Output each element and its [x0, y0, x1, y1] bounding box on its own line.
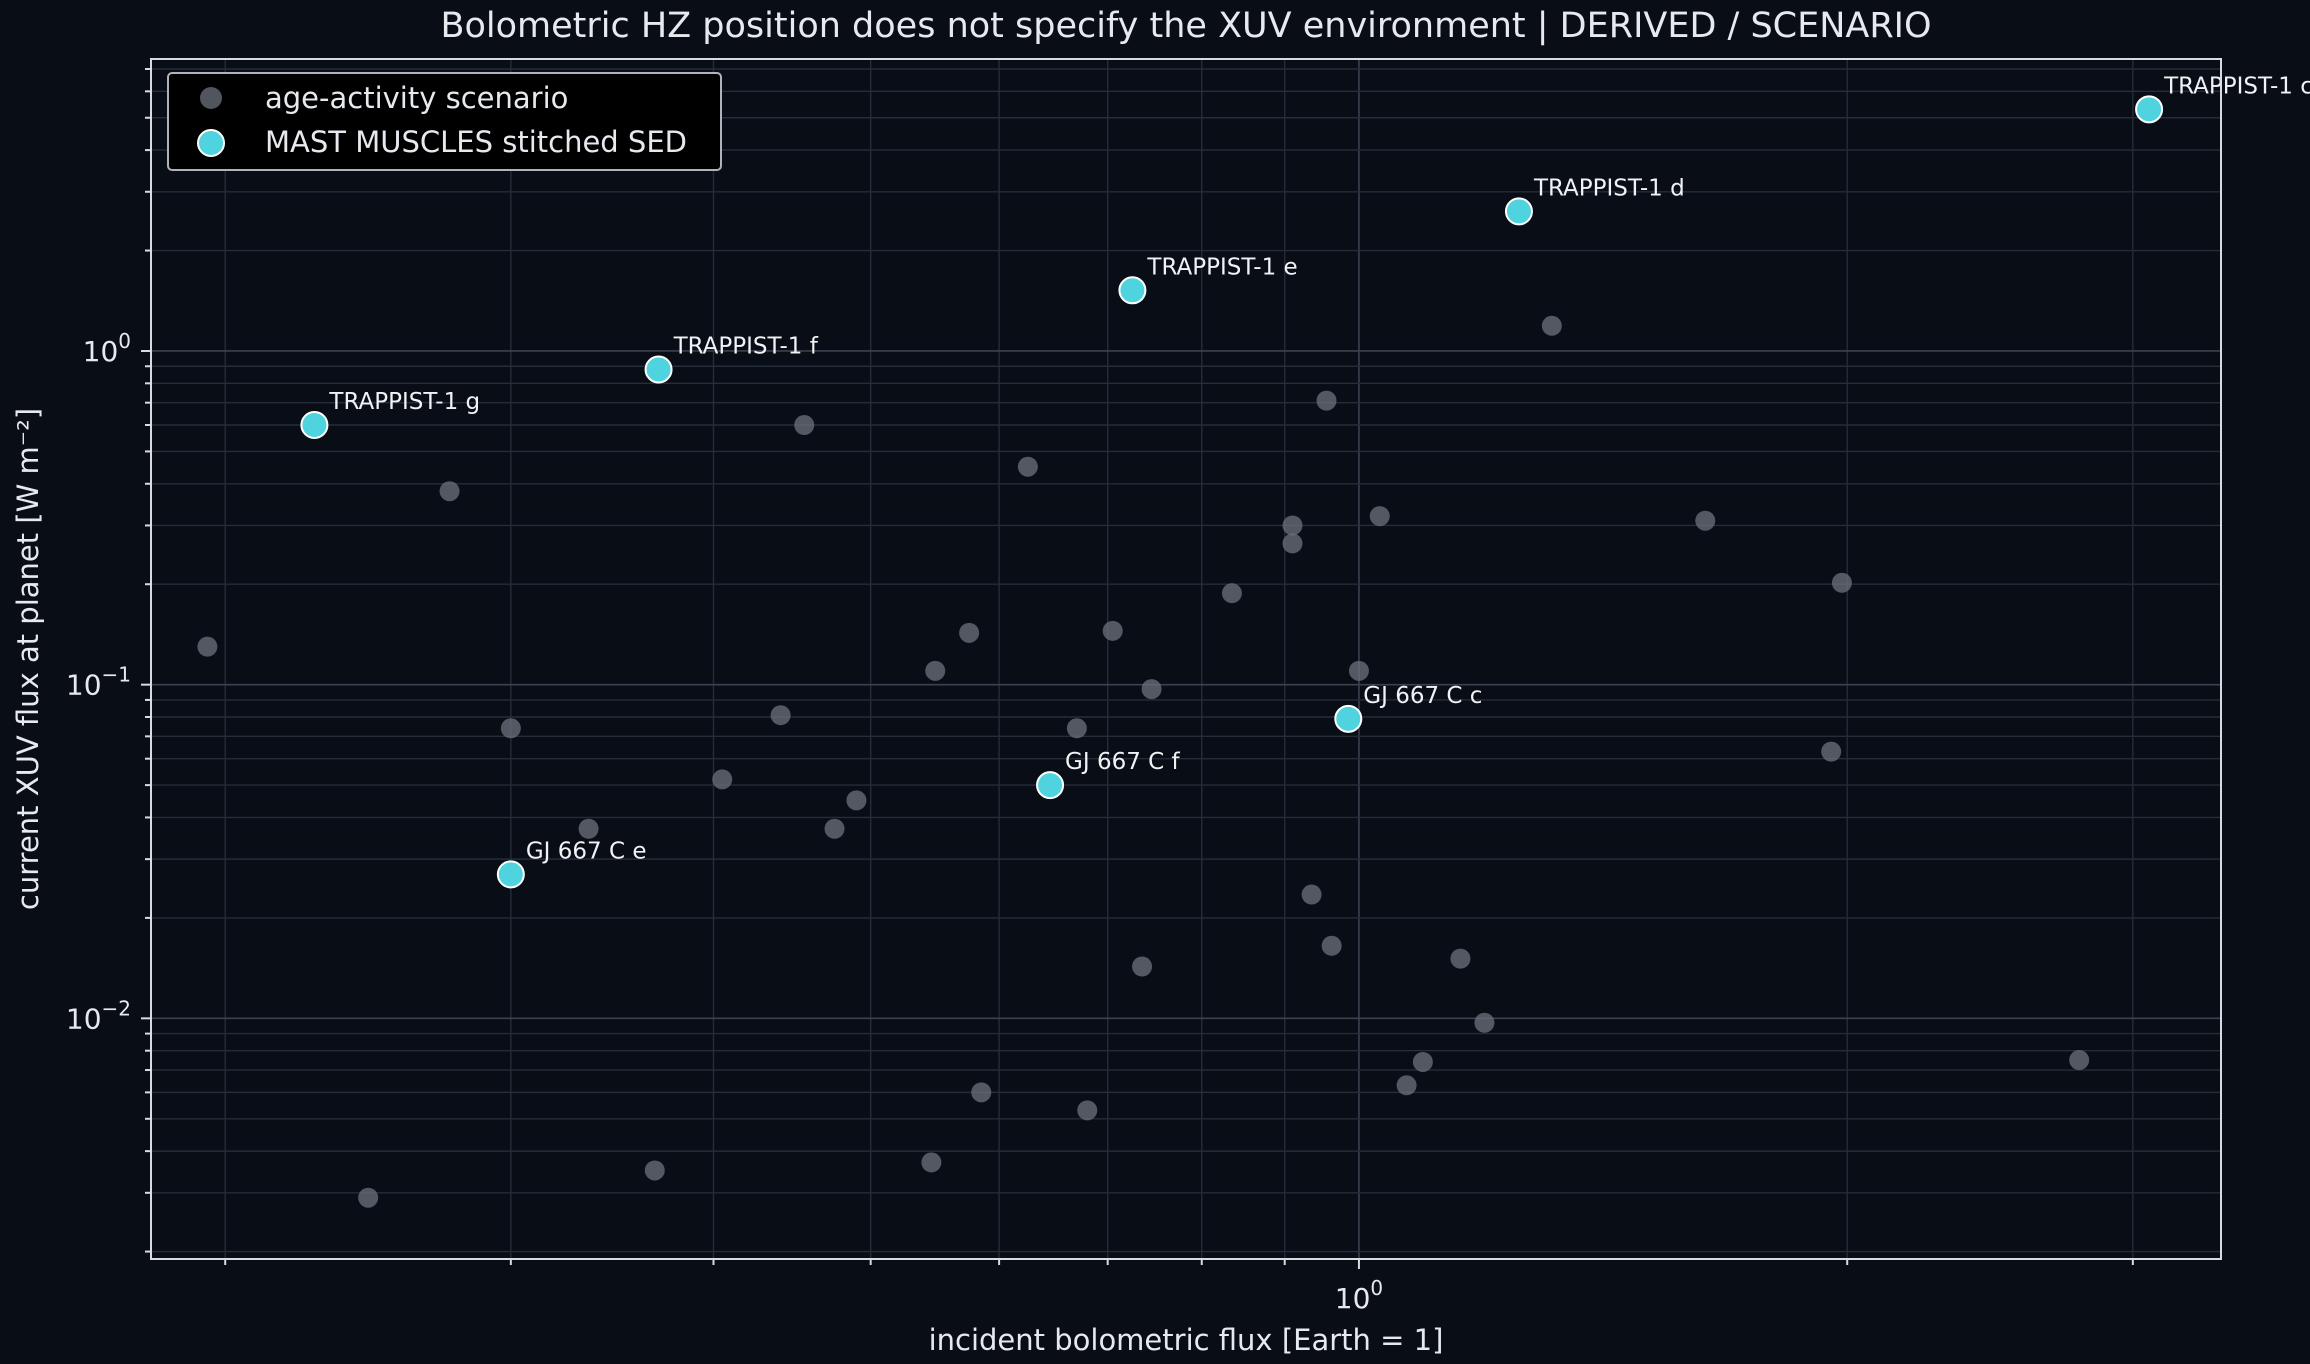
- grid-lines: [151, 59, 2221, 1259]
- scenario-point: [500, 718, 521, 739]
- muscles-point: [1118, 276, 1147, 305]
- scenario-point: [1369, 506, 1390, 527]
- point-label: GJ 667 C f: [1065, 749, 1180, 775]
- scenario-point: [578, 818, 599, 839]
- muscles-point: [1036, 771, 1065, 800]
- y-tick-label: 100: [83, 329, 131, 368]
- muscles-point: [300, 411, 329, 440]
- muscles-point: [2135, 95, 2164, 124]
- scenario-point: [1301, 884, 1322, 905]
- scenario-point: [1221, 583, 1242, 604]
- y-axis-label: current XUV flux at planet [W m⁻²]: [11, 408, 45, 910]
- point-label: TRAPPIST-1 d: [1533, 175, 1685, 201]
- legend-marker-muscles: [197, 129, 225, 157]
- muscles-point: [644, 355, 673, 384]
- scenario-point: [1695, 510, 1716, 531]
- scenario-point: [1321, 935, 1342, 956]
- scenario-point: [971, 1082, 992, 1103]
- scenario-point: [846, 790, 867, 811]
- scenario-point: [1396, 1075, 1417, 1096]
- scenario-point: [1450, 948, 1471, 969]
- scenario-point: [197, 636, 218, 657]
- legend-label-muscles: MAST MUSCLES stitched SED: [265, 125, 687, 159]
- scenario-point: [1348, 660, 1369, 681]
- scenario-point: [1474, 1012, 1495, 1033]
- scenario-point: [1077, 1100, 1098, 1121]
- chart-title: Bolometric HZ position does not specify …: [440, 6, 1931, 46]
- x-tick-label: 100: [1335, 1276, 1383, 1315]
- scenario-point: [2069, 1050, 2090, 1071]
- scenario-point: [1102, 620, 1123, 641]
- scenario-point: [1132, 956, 1153, 977]
- scenario-point: [712, 769, 733, 790]
- scenario-point: [1316, 390, 1337, 411]
- scenario-point: [439, 481, 460, 502]
- y-tick-label: 10−2: [66, 996, 131, 1035]
- scenario-point: [1141, 679, 1162, 700]
- muscles-point: [1504, 197, 1533, 226]
- scenario-point: [921, 1152, 942, 1173]
- scenario-point: [1017, 456, 1038, 477]
- legend-marker-scenario: [200, 87, 222, 109]
- scenario-point: [1282, 515, 1303, 536]
- scenario-point: [358, 1187, 379, 1208]
- plot-frame: [150, 58, 2222, 1260]
- muscles-point: [1334, 704, 1363, 733]
- axis-ticks: 100 100 10−1 10−2: [66, 67, 2134, 1315]
- scenario-point: [925, 660, 946, 681]
- legend-box: [167, 72, 722, 171]
- point-annotations: TRAPPIST-1 g GJ 667 C e TRAPPIST-1 f GJ 667…: [328, 73, 2310, 864]
- x-axis-label: incident bolometric flux [Earth = 1]: [929, 1323, 1444, 1357]
- point-label: GJ 667 C c: [1363, 683, 1482, 709]
- point-label: TRAPPIST-1 f: [673, 334, 819, 360]
- scenario-point: [1541, 315, 1562, 336]
- point-label: TRAPPIST-1 g: [328, 389, 480, 415]
- scenario-point: [770, 705, 791, 726]
- scenario-point: [644, 1160, 665, 1181]
- point-label: TRAPPIST-1 c: [2163, 73, 2310, 99]
- point-label: TRAPPIST-1 e: [1146, 254, 1297, 280]
- scenario-point: [1831, 572, 1852, 593]
- scenario-point: [1282, 533, 1303, 554]
- y-tick-label: 10−1: [66, 663, 131, 702]
- muscles-point: [496, 860, 525, 889]
- legend-label-scenario: age-activity scenario: [265, 81, 568, 115]
- scenario-point: [794, 415, 815, 436]
- scenario-point: [1066, 718, 1087, 739]
- legend: age-activity scenario MAST MUSCLES stitc…: [167, 72, 722, 171]
- point-label: GJ 667 C e: [526, 838, 647, 864]
- scenario-point: [824, 818, 845, 839]
- scenario-point: [1821, 741, 1842, 762]
- scenario-point: [959, 622, 980, 643]
- data-points: [197, 95, 2164, 1208]
- scenario-point: [1412, 1051, 1433, 1072]
